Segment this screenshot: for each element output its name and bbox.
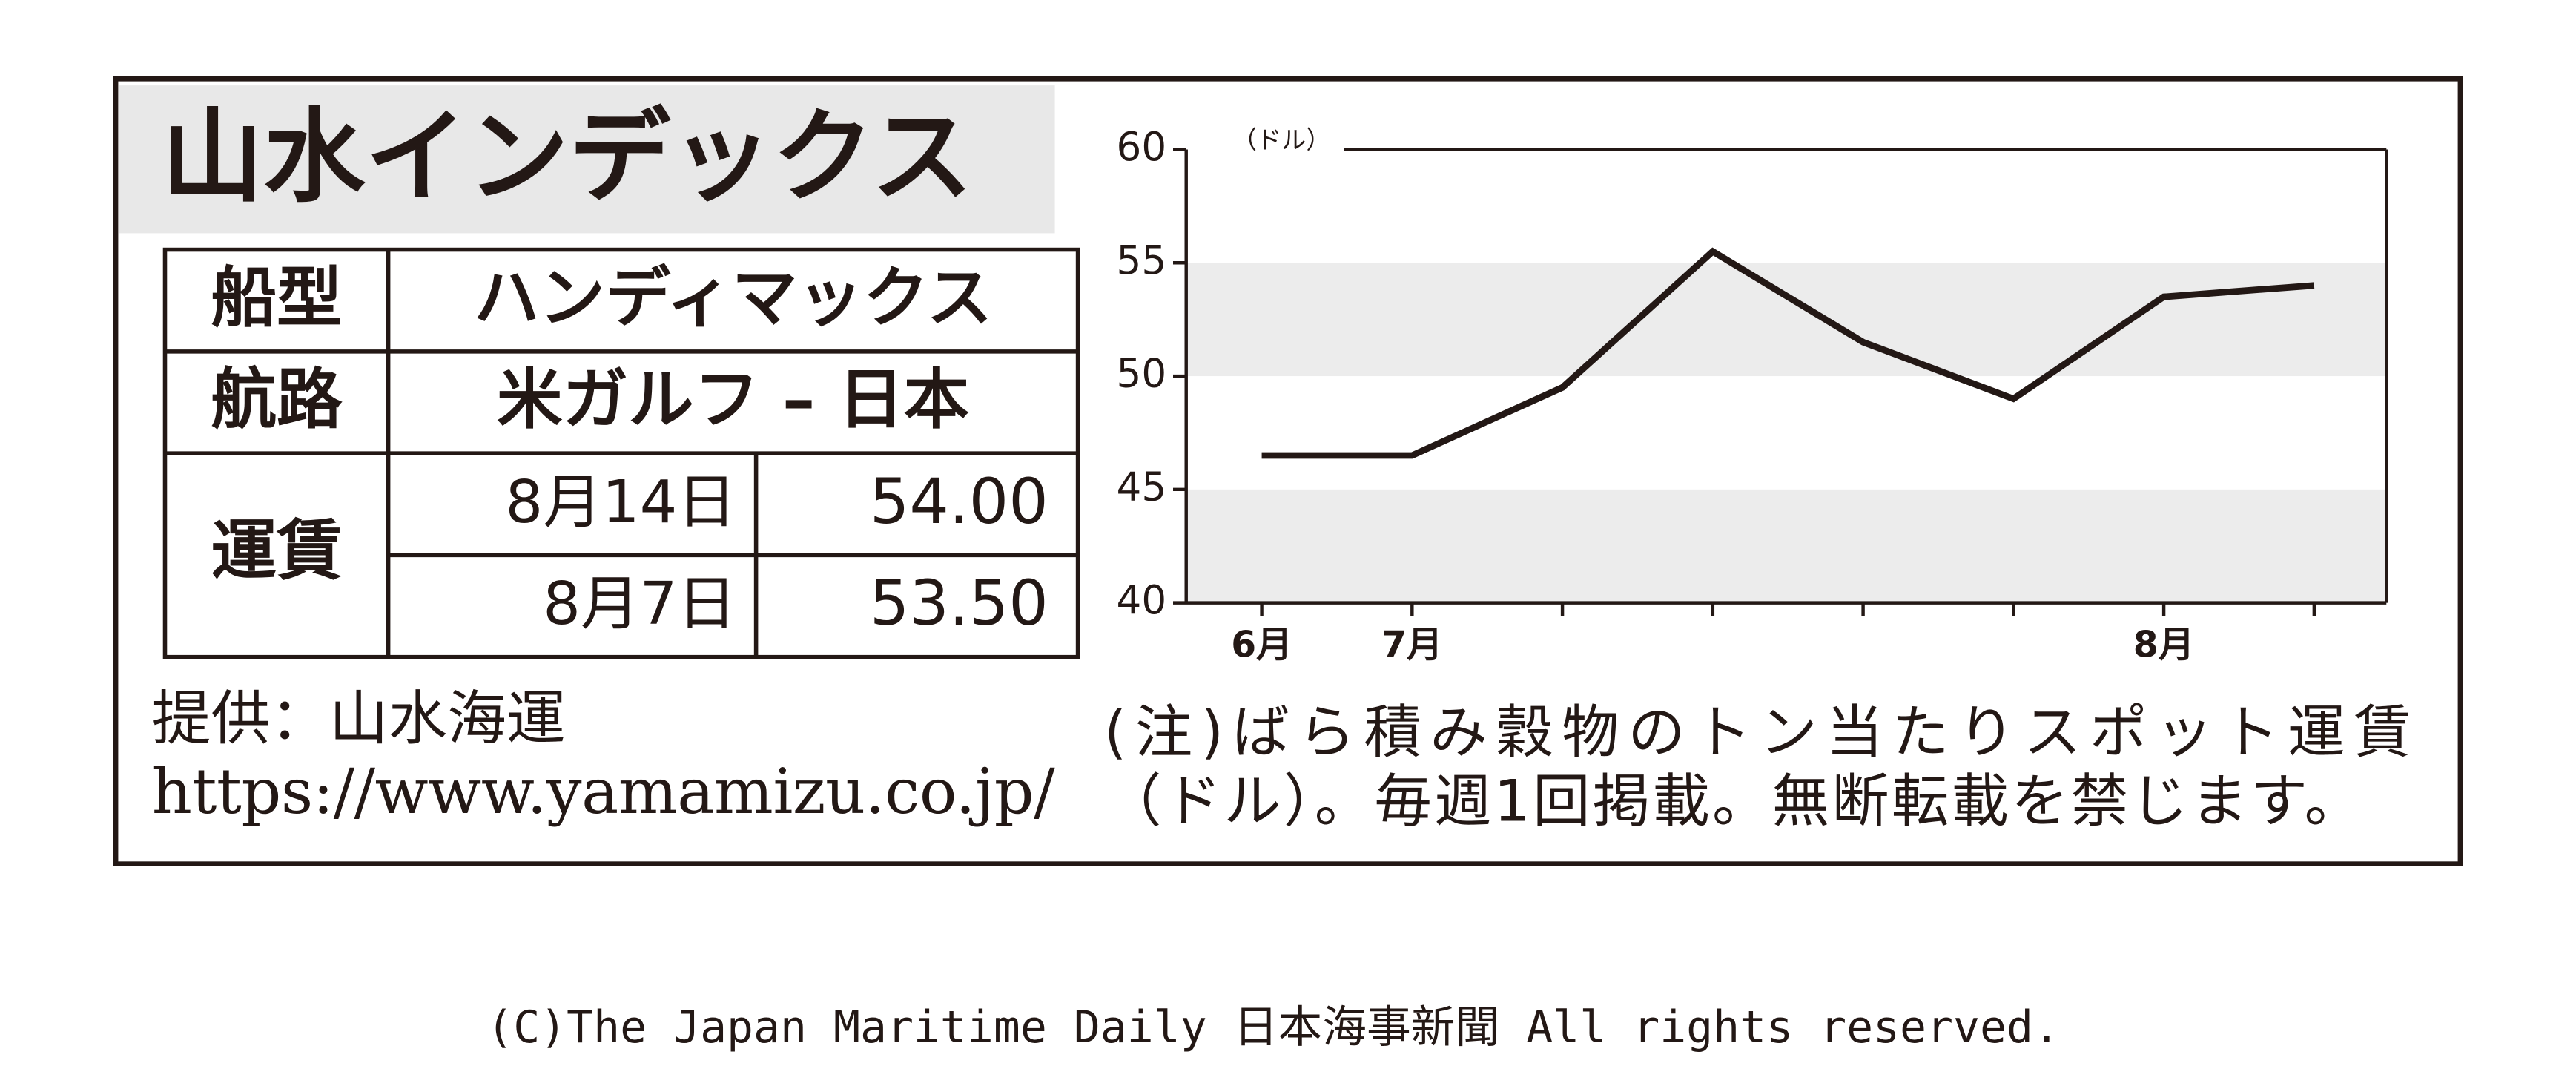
source: 提供：山水海運 <box>152 684 566 753</box>
y-tick-label: 45 <box>1117 464 1167 510</box>
cell: 54.00 <box>870 465 1048 538</box>
cell: 53.50 <box>870 567 1048 639</box>
y-tick-label: 60 <box>1117 124 1167 170</box>
copyright: (C)The Japan Maritime Daily 日本海事新聞 All r… <box>486 1002 2060 1053</box>
y-unit: （ドル） <box>1232 125 1331 154</box>
y-tick-label: 40 <box>1117 577 1167 623</box>
line <box>1261 247 2315 459</box>
x-tick-label: 7月 <box>1381 624 1443 665</box>
title-band <box>119 85 1055 234</box>
band <box>1186 489 2387 603</box>
cell: 運賃 <box>211 513 343 589</box>
cell: 船型 <box>211 260 343 336</box>
table <box>162 247 1080 659</box>
x-tick-label: 8月 <box>2133 624 2195 665</box>
cell: 米ガルフ – 日本 <box>497 361 969 438</box>
url: https://www.yamamizu.co.jp/ <box>152 755 1055 828</box>
band <box>1186 263 2387 377</box>
chart: （ドル） 40 45 50 55 60 6月 7月 8月 <box>1117 124 2388 665</box>
cell: 航路 <box>211 361 343 438</box>
title: 山水インデックス <box>162 99 973 217</box>
cell: ハンディマックス <box>474 260 993 336</box>
note: (注)ばら積み穀物のトン当たりスポット運賃 <box>1104 699 2411 766</box>
cell: 8月7日 <box>543 569 736 638</box>
note: （ドル）。毎週1回掲載。無断転載を禁じます。 <box>1104 768 2362 835</box>
cell: 8月14日 <box>505 467 736 536</box>
x-tick-label: 6月 <box>1231 624 1292 665</box>
frame <box>113 76 2463 866</box>
y-tick-label: 50 <box>1117 351 1167 397</box>
y-tick-label: 55 <box>1117 237 1167 283</box>
